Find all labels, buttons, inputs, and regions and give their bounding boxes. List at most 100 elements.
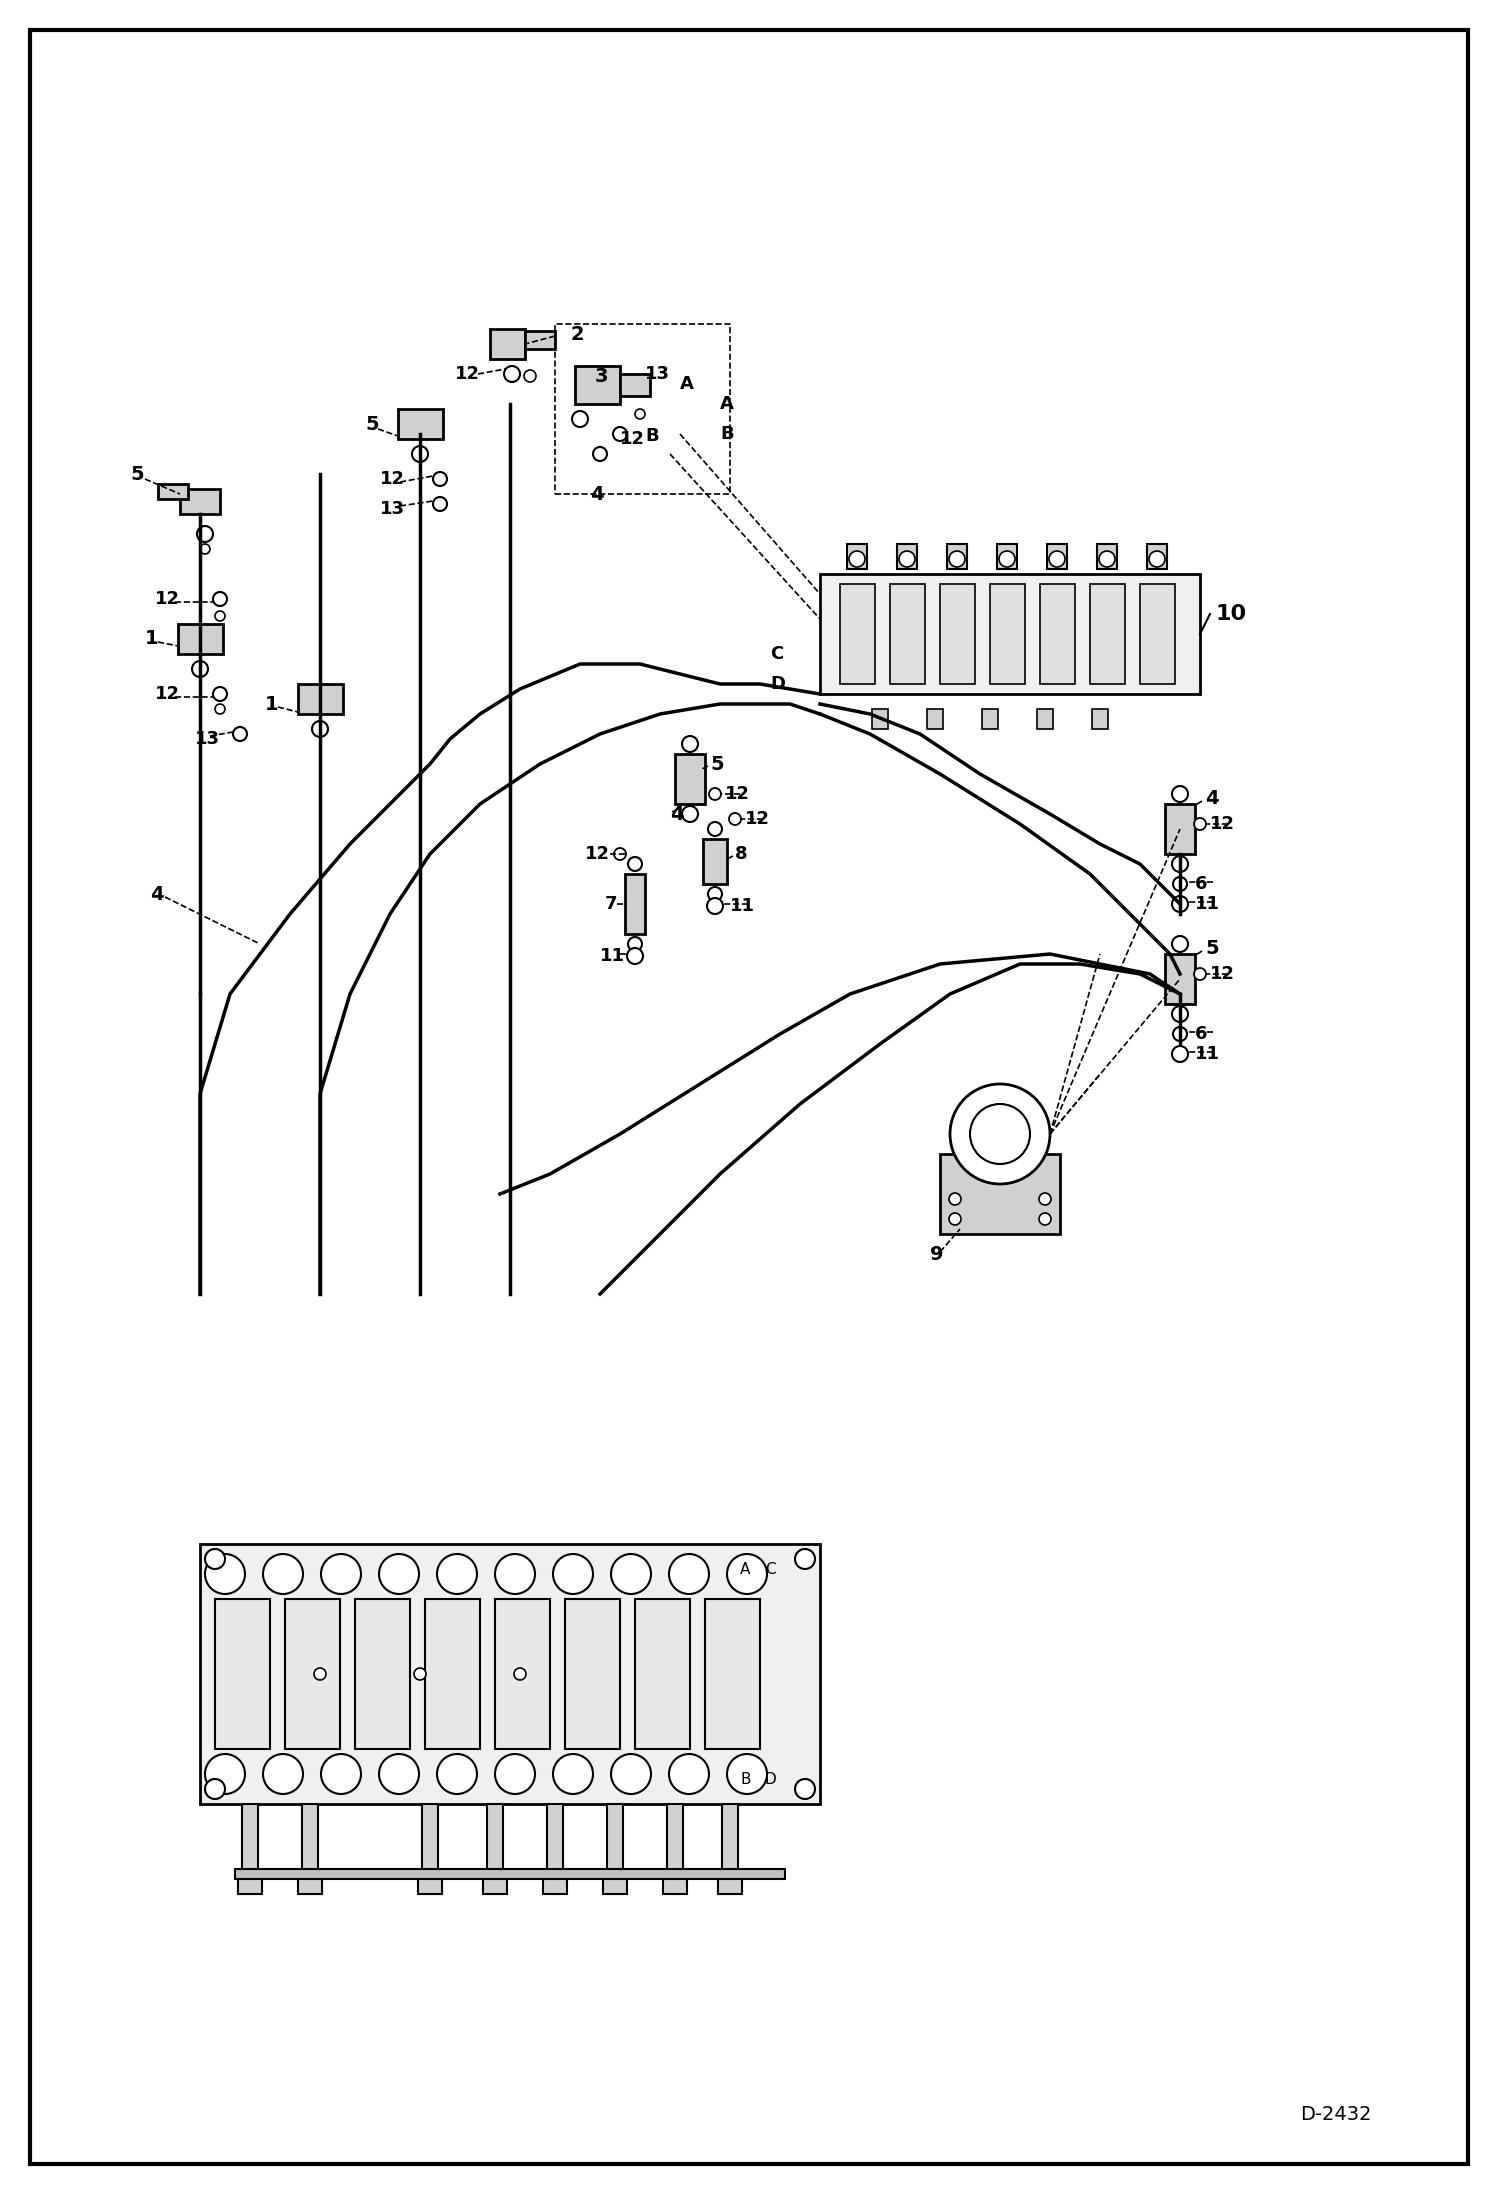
Text: B: B: [740, 1771, 750, 1786]
Circle shape: [433, 498, 446, 511]
Bar: [180, 489, 220, 513]
Circle shape: [234, 726, 247, 742]
Text: 9: 9: [930, 1244, 944, 1264]
Bar: [998, 544, 1017, 568]
Bar: [625, 873, 646, 935]
Circle shape: [682, 805, 698, 823]
Circle shape: [628, 937, 643, 950]
Circle shape: [1171, 895, 1188, 913]
Circle shape: [709, 788, 721, 801]
Bar: [216, 1599, 270, 1749]
Bar: [157, 485, 189, 498]
Circle shape: [494, 1753, 535, 1795]
Bar: [840, 584, 875, 685]
Bar: [542, 1871, 568, 1893]
Text: A: A: [680, 375, 694, 393]
Text: 2: 2: [571, 325, 584, 344]
Bar: [575, 366, 620, 404]
Circle shape: [849, 551, 864, 566]
Bar: [285, 1599, 340, 1749]
Text: 1: 1: [265, 695, 279, 713]
Bar: [1091, 584, 1125, 685]
Circle shape: [1171, 1007, 1188, 1022]
Text: 4: 4: [590, 485, 604, 502]
Circle shape: [412, 445, 428, 463]
Text: 5: 5: [366, 415, 379, 434]
Bar: [1140, 584, 1174, 685]
Text: 7: 7: [605, 895, 617, 913]
Bar: [990, 584, 1025, 685]
Bar: [1165, 954, 1195, 1005]
Bar: [722, 1803, 739, 1874]
Circle shape: [503, 366, 520, 382]
Circle shape: [1171, 1047, 1188, 1062]
Bar: [298, 1871, 322, 1893]
Circle shape: [950, 1213, 962, 1224]
Text: 11: 11: [601, 948, 625, 965]
Text: 12: 12: [1210, 965, 1234, 983]
Bar: [664, 1871, 688, 1893]
Bar: [494, 1599, 550, 1749]
Circle shape: [611, 1753, 652, 1795]
Text: 12: 12: [154, 590, 180, 608]
Circle shape: [1049, 551, 1065, 566]
Circle shape: [1173, 878, 1186, 891]
Text: 12: 12: [455, 364, 479, 384]
Bar: [1097, 544, 1118, 568]
Text: 11: 11: [1195, 1044, 1219, 1064]
Text: 12: 12: [620, 430, 646, 448]
Bar: [178, 623, 223, 654]
Bar: [490, 329, 524, 360]
Circle shape: [413, 1667, 425, 1681]
Bar: [355, 1599, 410, 1749]
Bar: [890, 584, 924, 685]
Bar: [706, 1599, 759, 1749]
Text: 6: 6: [1195, 1025, 1207, 1042]
Circle shape: [1100, 551, 1115, 566]
Circle shape: [216, 704, 225, 713]
Text: C: C: [770, 645, 783, 663]
Circle shape: [1171, 937, 1188, 952]
Bar: [941, 1154, 1061, 1233]
Circle shape: [198, 527, 213, 542]
Circle shape: [312, 722, 328, 737]
Text: 5: 5: [130, 465, 144, 483]
Bar: [607, 1803, 623, 1874]
Circle shape: [670, 1553, 709, 1595]
Circle shape: [213, 687, 228, 702]
Circle shape: [971, 1104, 1031, 1165]
Circle shape: [727, 1553, 767, 1595]
Bar: [947, 544, 968, 568]
Circle shape: [264, 1553, 303, 1595]
Text: A: A: [740, 1562, 750, 1577]
Bar: [1147, 544, 1167, 568]
Bar: [635, 1599, 691, 1749]
Circle shape: [1149, 551, 1165, 566]
Bar: [398, 408, 443, 439]
Bar: [983, 709, 998, 728]
Text: 12: 12: [586, 845, 610, 862]
Text: 12: 12: [725, 785, 750, 803]
Circle shape: [593, 448, 607, 461]
Text: 4: 4: [1204, 790, 1219, 810]
Bar: [487, 1803, 503, 1874]
Bar: [1037, 709, 1053, 728]
Bar: [547, 1803, 563, 1874]
Circle shape: [433, 472, 446, 487]
Circle shape: [707, 897, 724, 915]
Text: 3: 3: [595, 366, 608, 386]
Text: 11: 11: [1195, 895, 1219, 913]
Circle shape: [192, 660, 208, 678]
Bar: [418, 1871, 442, 1893]
Circle shape: [613, 428, 628, 441]
Circle shape: [213, 592, 228, 606]
Bar: [941, 584, 975, 685]
Circle shape: [727, 1753, 767, 1795]
Bar: [238, 1871, 262, 1893]
Circle shape: [950, 551, 965, 566]
Bar: [667, 1803, 683, 1874]
Bar: [1165, 803, 1195, 853]
Bar: [425, 1599, 479, 1749]
Circle shape: [205, 1753, 246, 1795]
Text: 13: 13: [195, 731, 220, 748]
